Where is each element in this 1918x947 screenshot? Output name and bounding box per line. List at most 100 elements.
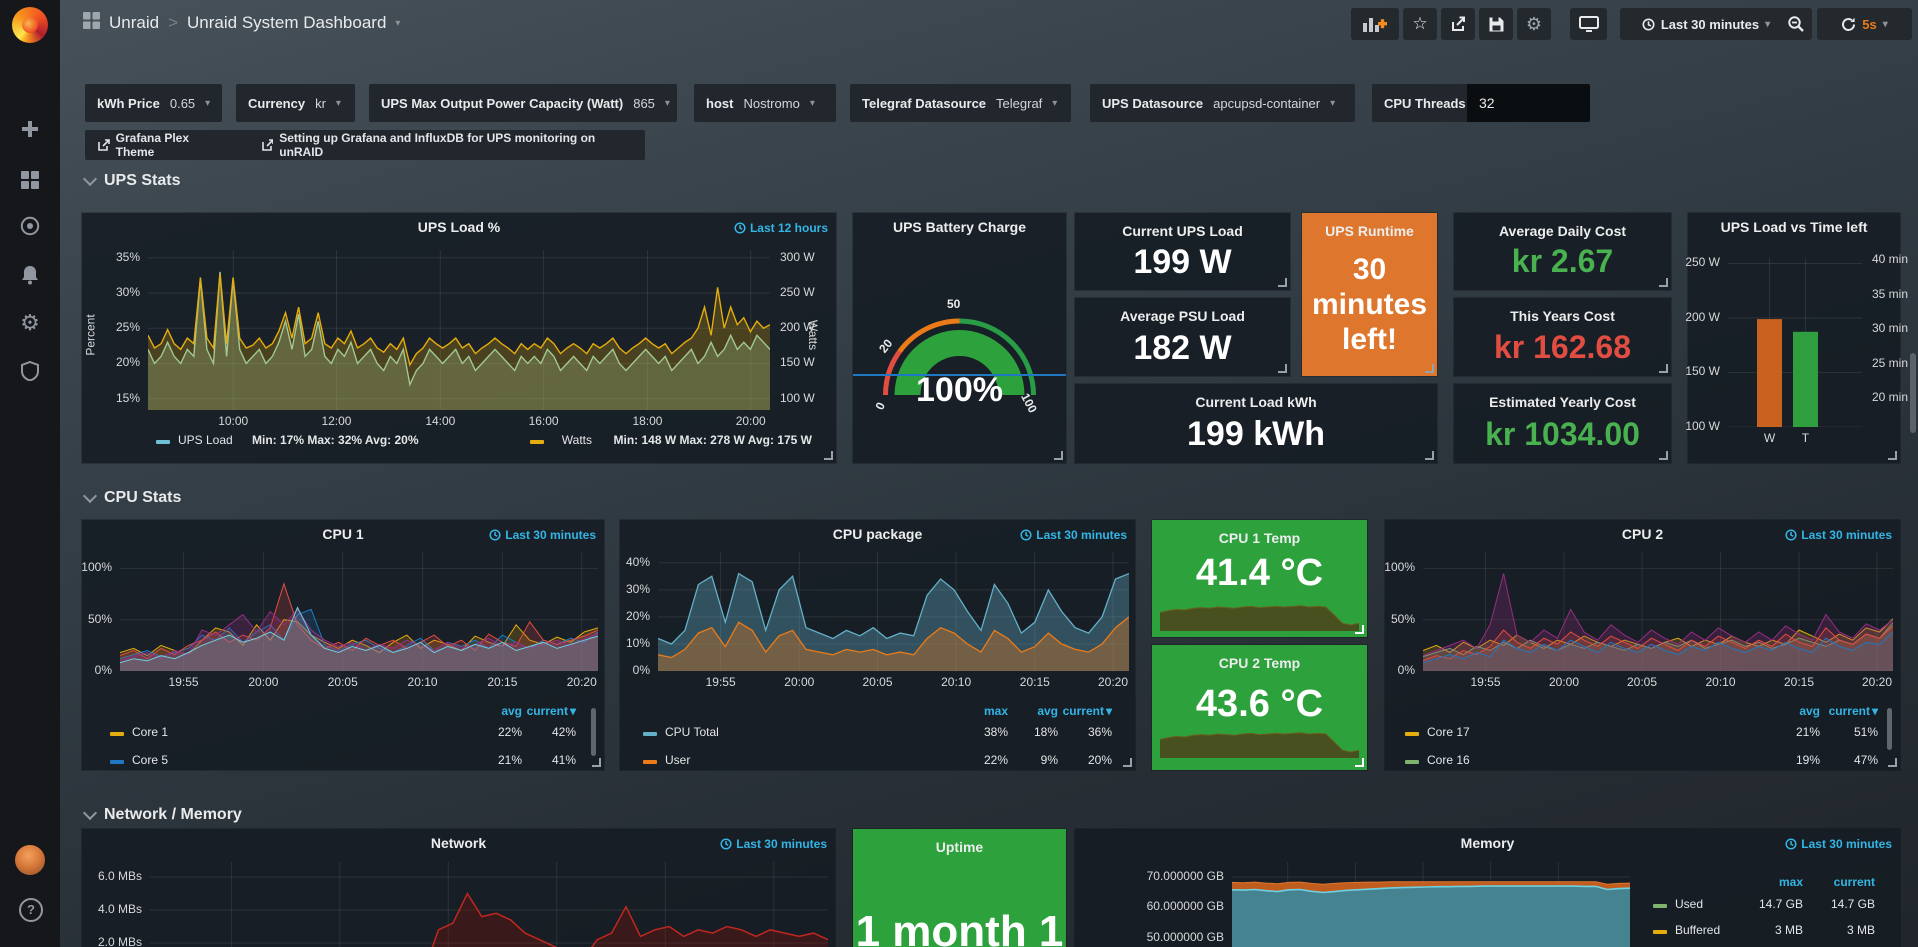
legend-header-current[interactable]: current <box>1063 704 1112 718</box>
panel-resize-handle[interactable] <box>1425 364 1434 373</box>
panel-resize-handle[interactable] <box>1425 451 1434 460</box>
legend-series-name[interactable]: User <box>665 753 691 767</box>
panel-time-range[interactable]: Last 30 minutes <box>720 837 827 851</box>
zoom-out-button[interactable] <box>1779 8 1812 40</box>
legend-header-current[interactable]: current <box>1833 875 1875 889</box>
legend-series-name[interactable]: Used <box>1675 897 1704 911</box>
stat-title[interactable]: CPU 1 Temp <box>1218 530 1301 546</box>
stat-title[interactable]: This Years Cost <box>1510 308 1615 324</box>
legend-series-name[interactable]: Core 1 <box>132 725 169 739</box>
panel-title[interactable]: Network <box>430 835 487 851</box>
time-range-picker[interactable]: Last 30 minutes ▾ <box>1620 8 1792 40</box>
axis-tick: 100 W <box>1685 419 1720 433</box>
explore-icon[interactable] <box>0 209 60 243</box>
alerting-bell-icon[interactable] <box>0 258 60 292</box>
legend-header-avg[interactable]: avg <box>501 704 522 718</box>
stat-title[interactable]: CPU 2 Temp <box>1218 655 1301 671</box>
legend-header-max[interactable]: max <box>983 704 1008 718</box>
section-network-memory[interactable]: Network / Memory <box>82 805 242 824</box>
link-ups-monitoring-guide[interactable]: Setting up Grafana and InfluxDB for UPS … <box>261 131 632 159</box>
legend-scrollbar[interactable] <box>591 708 596 756</box>
dashboard-settings-button[interactable]: ⚙ <box>1517 8 1551 40</box>
stat-title[interactable]: Uptime <box>935 839 984 855</box>
stat-title[interactable]: Current Load kWh <box>1195 394 1317 410</box>
panel-resize-handle[interactable] <box>1278 278 1287 287</box>
panel-time-range[interactable]: Last 30 minutes <box>489 528 596 542</box>
tv-kiosk-button[interactable] <box>1570 8 1607 40</box>
stat-title[interactable]: UPS Runtime <box>1325 223 1414 239</box>
legend-scrollbar[interactable] <box>1887 708 1892 750</box>
add-panel-button[interactable] <box>1351 8 1399 40</box>
legend-value: 36% <box>1087 725 1112 739</box>
dashboards-icon[interactable] <box>0 163 60 197</box>
section-ups-stats[interactable]: UPS Stats <box>82 171 180 190</box>
gauge-tick: 50 <box>947 297 961 311</box>
legend-series-name[interactable]: Watts <box>561 433 592 447</box>
legend-series-name[interactable]: UPS Load <box>178 433 233 447</box>
panel-resize-handle[interactable] <box>824 451 833 460</box>
legend-series-name[interactable]: CPU Total <box>665 725 719 739</box>
refresh-button[interactable]: 5s ▾ <box>1817 8 1912 40</box>
panel-time-range[interactable]: Last 30 minutes <box>1785 837 1892 851</box>
panel-title[interactable]: CPU 2 <box>1621 526 1664 542</box>
stat-title[interactable]: Average Daily Cost <box>1498 223 1627 239</box>
legend-series-name[interactable]: Buffered <box>1675 923 1721 937</box>
panel-resize-handle[interactable] <box>1888 451 1897 460</box>
panel-title[interactable]: Memory <box>1460 835 1515 851</box>
save-button[interactable] <box>1479 8 1513 40</box>
avatar[interactable] <box>15 845 45 875</box>
variable-telegraf-datasource[interactable]: Telegraf Datasource Telegraf ▾ <box>850 84 1071 122</box>
legend-header-avg[interactable]: avg <box>1037 704 1058 718</box>
breadcrumb-app[interactable]: Unraid <box>109 13 160 32</box>
add-icon[interactable] <box>0 112 60 146</box>
grafana-logo[interactable] <box>12 7 48 43</box>
variable-currency[interactable]: Currency kr ▾ <box>236 84 355 122</box>
panel-resize-handle[interactable] <box>1659 451 1668 460</box>
variable-kwh-price[interactable]: kWh Price 0.65 ▾ <box>85 84 222 122</box>
cpu-threads-input[interactable]: 32 <box>1467 84 1590 122</box>
grid-icon[interactable] <box>83 12 100 34</box>
legend-header-current[interactable]: current <box>1829 704 1878 718</box>
panel-resize-handle[interactable] <box>592 758 601 767</box>
breadcrumb-dashboard[interactable]: Unraid System Dashboard <box>187 13 387 32</box>
link-grafana-plex-theme[interactable]: Grafana Plex Theme <box>98 131 228 159</box>
panel-resize-handle[interactable] <box>1123 758 1132 767</box>
axis-tick: 4.0 MBs <box>97 902 142 917</box>
variable-host[interactable]: host Nostromo ▾ <box>694 84 836 122</box>
panel-time-range[interactable]: Last 30 minutes <box>1020 528 1127 542</box>
legend-header-avg[interactable]: avg <box>1799 704 1820 718</box>
legend-series-name[interactable]: Core 17 <box>1427 725 1470 739</box>
stat-title[interactable]: Estimated Yearly Cost <box>1489 394 1636 410</box>
legend-series-name[interactable]: Core 16 <box>1427 753 1470 767</box>
panel-time-range[interactable]: Last 30 minutes <box>1785 528 1892 542</box>
panel-title[interactable]: CPU 1 <box>322 526 364 542</box>
panel-resize-handle[interactable] <box>1278 364 1287 373</box>
panel-resize-handle[interactable] <box>1659 364 1668 373</box>
panel-resize-handle[interactable] <box>1888 758 1897 767</box>
star-button[interactable]: ☆ <box>1403 8 1437 40</box>
share-button[interactable] <box>1441 8 1475 40</box>
panel-title[interactable]: CPU package <box>832 526 923 542</box>
variable-ups-datasource[interactable]: UPS Datasource apcupsd-container ▾ <box>1090 84 1355 122</box>
panel-title[interactable]: UPS Load vs Time left <box>1720 219 1868 235</box>
shield-icon[interactable] <box>0 354 60 388</box>
panel-title[interactable]: UPS Battery Charge <box>892 219 1027 235</box>
gear-icon[interactable]: ⚙ <box>20 310 40 335</box>
help-icon[interactable]: ? <box>19 898 43 922</box>
refresh-interval: 5s <box>1862 16 1877 32</box>
panel-resize-handle[interactable] <box>1054 451 1063 460</box>
variable-ups-max-output[interactable]: UPS Max Output Power Capacity (Watt) 865 ▾ <box>369 84 677 122</box>
section-cpu-stats[interactable]: CPU Stats <box>82 488 181 507</box>
panel-time-range[interactable]: Last 12 hours <box>734 221 828 235</box>
panel-resize-handle[interactable] <box>1659 278 1668 287</box>
stat-title[interactable]: Average PSU Load <box>1120 308 1245 324</box>
chevron-down-icon[interactable]: ▾ <box>395 17 401 29</box>
stat-title[interactable]: Current UPS Load <box>1122 223 1243 239</box>
legend-series-name[interactable]: Core 5 <box>132 753 169 767</box>
page-scrollbar[interactable] <box>1910 353 1916 433</box>
legend-header-max[interactable]: max <box>1778 875 1803 889</box>
legend-header-current[interactable]: current <box>527 704 576 718</box>
panel-resize-handle[interactable] <box>1355 758 1364 767</box>
panel-title[interactable]: UPS Load % <box>417 219 501 235</box>
panel-resize-handle[interactable] <box>1355 625 1364 634</box>
